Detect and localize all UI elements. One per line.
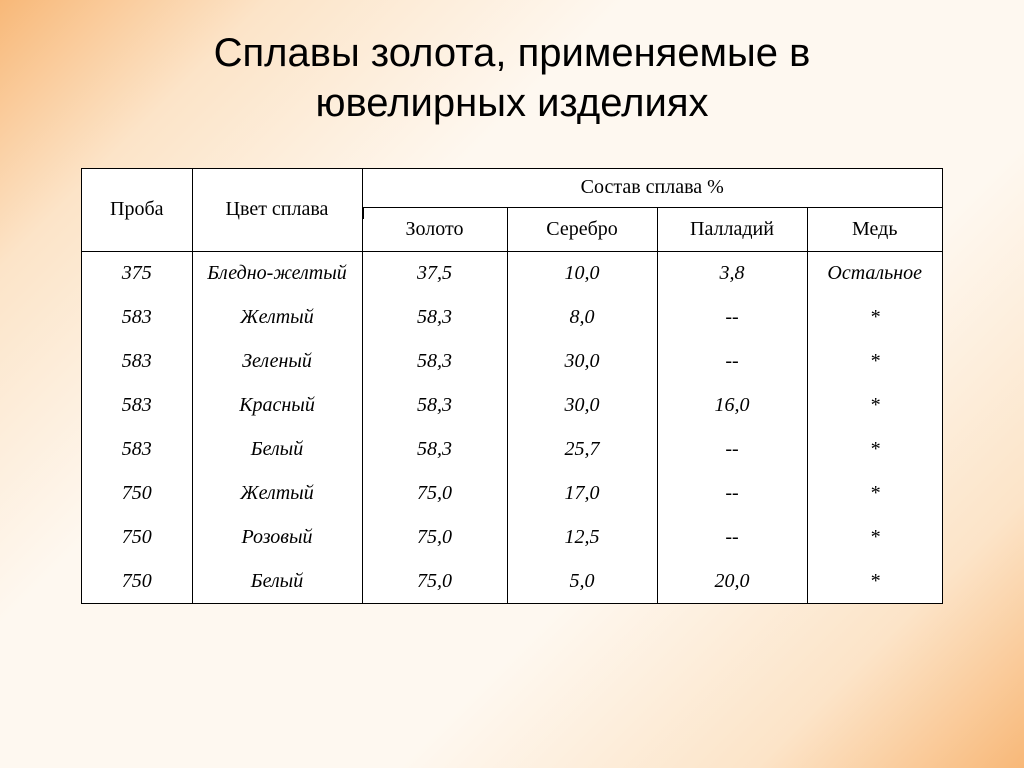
alloys-table: Проба Цвет сплава Состав сплава % Золото… bbox=[82, 169, 942, 603]
cell-silver: 5,0 bbox=[507, 559, 657, 603]
cell-silver: 10,0 bbox=[507, 251, 657, 295]
cell-gold: 58,3 bbox=[362, 427, 507, 471]
cell-proba: 583 bbox=[82, 383, 192, 427]
cell-gold: 58,3 bbox=[362, 383, 507, 427]
alloys-table-wrap: Проба Цвет сплава Состав сплава % Золото… bbox=[81, 168, 943, 604]
title-line-2: ювелирных изделиях bbox=[315, 81, 708, 125]
cell-palladium: -- bbox=[657, 295, 807, 339]
table-row: 750Белый75,05,020,0* bbox=[82, 559, 942, 603]
table-header: Проба Цвет сплава Состав сплава % Золото… bbox=[82, 169, 942, 251]
cell-copper: Остальное bbox=[807, 251, 942, 295]
cell-palladium: -- bbox=[657, 471, 807, 515]
col-header-color: Цвет сплава bbox=[192, 169, 362, 251]
cell-palladium: -- bbox=[657, 427, 807, 471]
cell-palladium: 3,8 bbox=[657, 251, 807, 295]
header-row-1: Проба Цвет сплава Состав сплава % bbox=[82, 169, 942, 207]
cell-silver: 17,0 bbox=[507, 471, 657, 515]
col-header-silver: Серебро bbox=[507, 207, 657, 251]
table-body: 375Бледно-желтый37,510,03,8Остальное583Ж… bbox=[82, 251, 942, 603]
table-row: 583Зеленый58,330,0--* bbox=[82, 339, 942, 383]
slide-title: Сплавы золота, применяемые в ювелирных и… bbox=[214, 28, 811, 128]
table-row: 583Белый58,325,7--* bbox=[82, 427, 942, 471]
cell-copper: * bbox=[807, 559, 942, 603]
cell-copper: * bbox=[807, 515, 942, 559]
cell-silver: 30,0 bbox=[507, 339, 657, 383]
cell-gold: 75,0 bbox=[362, 559, 507, 603]
col-header-proba: Проба bbox=[82, 169, 192, 251]
cell-silver: 30,0 bbox=[507, 383, 657, 427]
cell-color: Бледно-желтый bbox=[192, 251, 362, 295]
cell-color: Зеленый bbox=[192, 339, 362, 383]
cell-proba: 375 bbox=[82, 251, 192, 295]
cell-palladium: -- bbox=[657, 339, 807, 383]
slide: Сплавы золота, применяемые в ювелирных и… bbox=[0, 0, 1024, 768]
cell-gold: 75,0 bbox=[362, 471, 507, 515]
cell-color: Желтый bbox=[192, 471, 362, 515]
cell-gold: 58,3 bbox=[362, 339, 507, 383]
cell-copper: * bbox=[807, 383, 942, 427]
cell-gold: 58,3 bbox=[362, 295, 507, 339]
cell-proba: 750 bbox=[82, 559, 192, 603]
cell-gold: 75,0 bbox=[362, 515, 507, 559]
cell-copper: * bbox=[807, 471, 942, 515]
col-header-copper: Медь bbox=[807, 207, 942, 251]
cell-palladium: -- bbox=[657, 515, 807, 559]
table-row: 750Желтый75,017,0--* bbox=[82, 471, 942, 515]
table-row: 583Красный58,330,016,0* bbox=[82, 383, 942, 427]
cell-copper: * bbox=[807, 339, 942, 383]
cell-palladium: 20,0 bbox=[657, 559, 807, 603]
cell-color: Белый bbox=[192, 427, 362, 471]
col-header-palladium: Палладий bbox=[657, 207, 807, 251]
cell-silver: 25,7 bbox=[507, 427, 657, 471]
table-row: 375Бледно-желтый37,510,03,8Остальное bbox=[82, 251, 942, 295]
cell-silver: 8,0 bbox=[507, 295, 657, 339]
cell-proba: 583 bbox=[82, 295, 192, 339]
table-row: 583Желтый58,38,0--* bbox=[82, 295, 942, 339]
cell-proba: 583 bbox=[82, 339, 192, 383]
col-header-composition: Состав сплава % bbox=[362, 169, 942, 207]
cell-gold: 37,5 bbox=[362, 251, 507, 295]
cell-color: Розовый bbox=[192, 515, 362, 559]
cell-proba: 750 bbox=[82, 515, 192, 559]
cell-copper: * bbox=[807, 427, 942, 471]
cell-color: Желтый bbox=[192, 295, 362, 339]
cell-copper: * bbox=[807, 295, 942, 339]
title-line-1: Сплавы золота, применяемые в bbox=[214, 31, 811, 75]
table-row: 750Розовый75,012,5--* bbox=[82, 515, 942, 559]
cell-proba: 750 bbox=[82, 471, 192, 515]
cell-palladium: 16,0 bbox=[657, 383, 807, 427]
col-header-gold: Золото bbox=[362, 207, 507, 251]
cell-color: Красный bbox=[192, 383, 362, 427]
cell-color: Белый bbox=[192, 559, 362, 603]
cell-proba: 583 bbox=[82, 427, 192, 471]
cell-silver: 12,5 bbox=[507, 515, 657, 559]
